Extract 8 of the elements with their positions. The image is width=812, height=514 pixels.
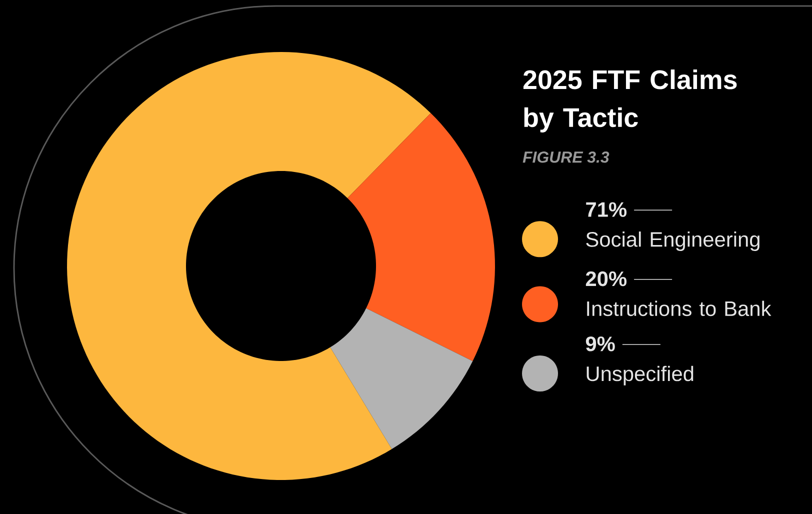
text: 2025 FTF Claims by Tactic — [523, 70, 737, 132]
legend-label: Unspecified — [586, 366, 694, 386]
legend-label: Instructions to Bank — [587, 300, 772, 316]
text: FIGURE 3.3 — [522, 151, 610, 163]
legend-label: Social Engineering — [586, 231, 760, 251]
data-label: 71% — [586, 202, 627, 217]
data-label: 20% — [586, 271, 627, 286]
data-label: 9% — [586, 336, 615, 352]
